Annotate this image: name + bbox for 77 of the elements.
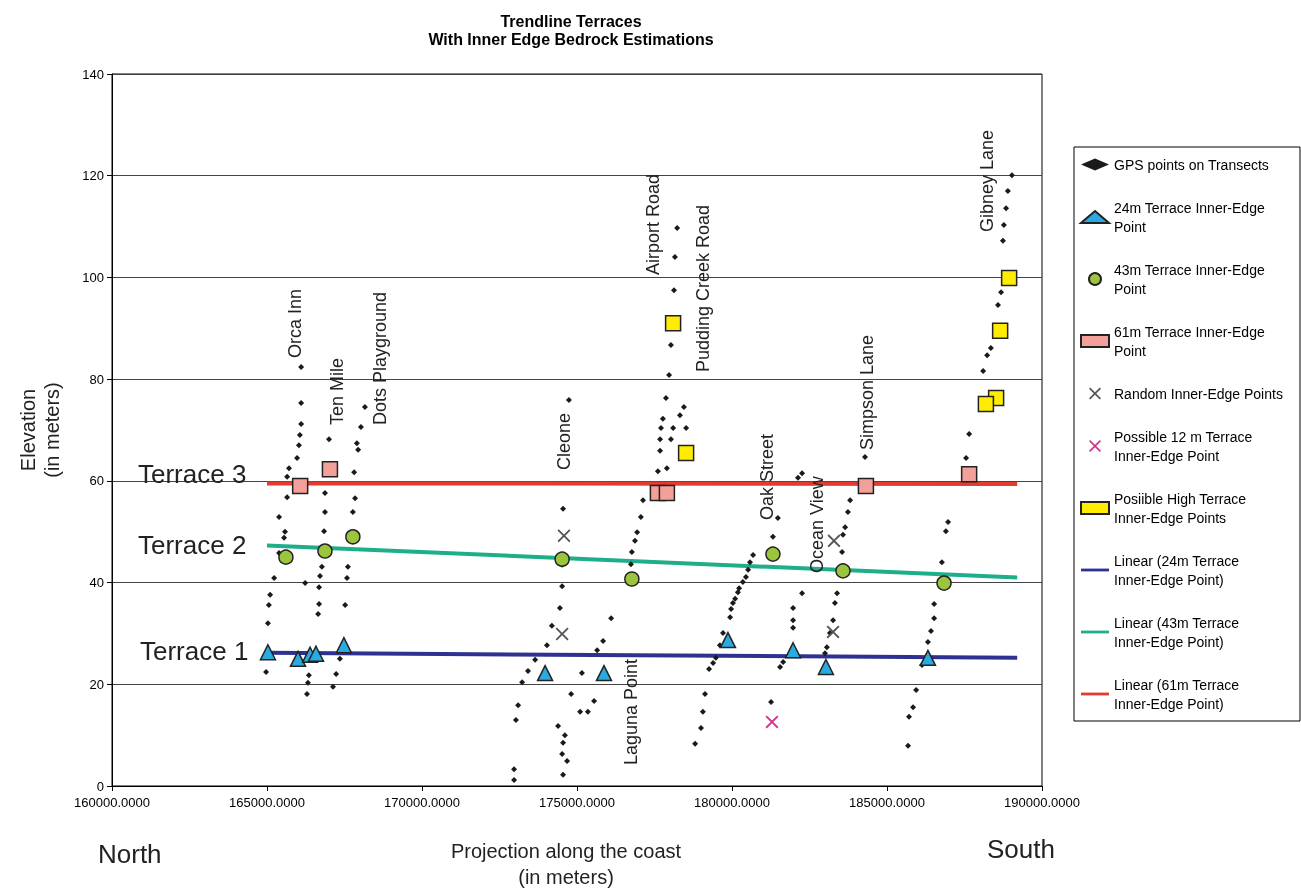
annotation: Pudding Creek Road: [693, 204, 713, 372]
legend-label: Posiible High Terrace Inner-Edge Points: [1114, 490, 1250, 526]
point: [307, 645, 325, 663]
annotation: Ten Mile: [327, 357, 347, 425]
x-axis-title: Projection along the coast (in meters): [450, 840, 682, 888]
y-tick-label: 100: [82, 269, 104, 285]
y-tick-label: 140: [82, 66, 104, 82]
point: [835, 563, 851, 579]
point: [289, 650, 307, 668]
legend-label: Linear (61m Terrace Inner-Edge Point): [1114, 676, 1243, 712]
point: [677, 444, 695, 462]
point: [765, 546, 781, 562]
point: [784, 641, 802, 659]
point: [1000, 269, 1018, 287]
legend-label: Random Inner-Edge Points: [1114, 385, 1283, 402]
y-tick-label: 60: [89, 473, 104, 489]
annotation: Terrace 2: [138, 530, 247, 561]
x-tick-label: 185000.0000: [849, 795, 925, 810]
y-tick-label: 0: [96, 778, 104, 794]
annotation: Cleone: [554, 412, 574, 470]
point: [826, 625, 840, 639]
point: [919, 649, 937, 667]
point: [991, 322, 1009, 340]
point: [719, 631, 737, 649]
legend-label: 24m Terrace Inner-Edge Point: [1114, 199, 1269, 235]
annotation: Oak Street: [757, 433, 777, 520]
point: [595, 664, 613, 682]
legend-label: GPS points on Transects: [1114, 156, 1269, 173]
point: [664, 314, 682, 332]
point: [765, 715, 779, 729]
point: [857, 477, 875, 495]
legend-label: Linear (43m Terrace Inner-Edge Point): [1114, 614, 1243, 650]
point: [335, 636, 353, 654]
point: [936, 575, 952, 591]
x-tick-label: 180000.0000: [694, 795, 770, 810]
point: [259, 644, 277, 661]
point: [278, 549, 294, 565]
chart-title: Trendline Terraces: [500, 12, 642, 30]
point: [658, 484, 676, 502]
point: [827, 534, 841, 548]
annotation: Laguna Point: [621, 658, 641, 765]
point: [317, 543, 333, 559]
x-tick-label: 165000.0000: [229, 795, 305, 810]
point: [817, 658, 835, 676]
annotation: Orca Inn: [285, 288, 305, 358]
y-tick-label: 20: [89, 676, 104, 692]
legend-label: 61m Terrace Inner-Edge Point: [1114, 323, 1269, 359]
y-tick-label: 40: [89, 575, 104, 591]
point: [291, 477, 309, 495]
annotation: Gibney Lane: [977, 129, 997, 232]
annotation: Ocean View: [807, 475, 827, 573]
point: [960, 466, 978, 483]
chart-subtitle: With Inner Edge Bedrock Estimations: [428, 30, 714, 48]
y-tick-label: 80: [89, 371, 104, 387]
text: South: [987, 834, 1055, 865]
point: [624, 571, 640, 587]
point: [345, 529, 361, 545]
annotation: Terrace 1: [140, 636, 249, 667]
x-tick-label: 190000.0000: [1004, 795, 1080, 810]
text: North: [98, 839, 162, 870]
x-tick-label: 170000.0000: [384, 795, 460, 810]
x-tick-label: 175000.0000: [539, 795, 615, 810]
y-tick-label: 120: [82, 168, 104, 184]
point: [321, 460, 339, 478]
x-tick-label: 160000.0000: [74, 795, 150, 810]
point: [536, 664, 554, 682]
annotation: Dots Playground: [370, 291, 390, 425]
point: [557, 529, 571, 543]
legend-label: Possible 12 m Terrace Inner-Edge Point: [1114, 428, 1257, 464]
legend-label: 43m Terrace Inner-Edge Point: [1114, 261, 1269, 297]
annotation: Simpson Lane: [857, 334, 877, 450]
annotation: Airport Road: [643, 173, 663, 275]
y-axis-title: Elevation (in meters): [17, 382, 63, 478]
point: [555, 627, 569, 641]
legend-label: Linear (24m Terrace Inner-Edge Point): [1114, 552, 1243, 588]
point: [554, 551, 570, 567]
point: [977, 395, 995, 413]
